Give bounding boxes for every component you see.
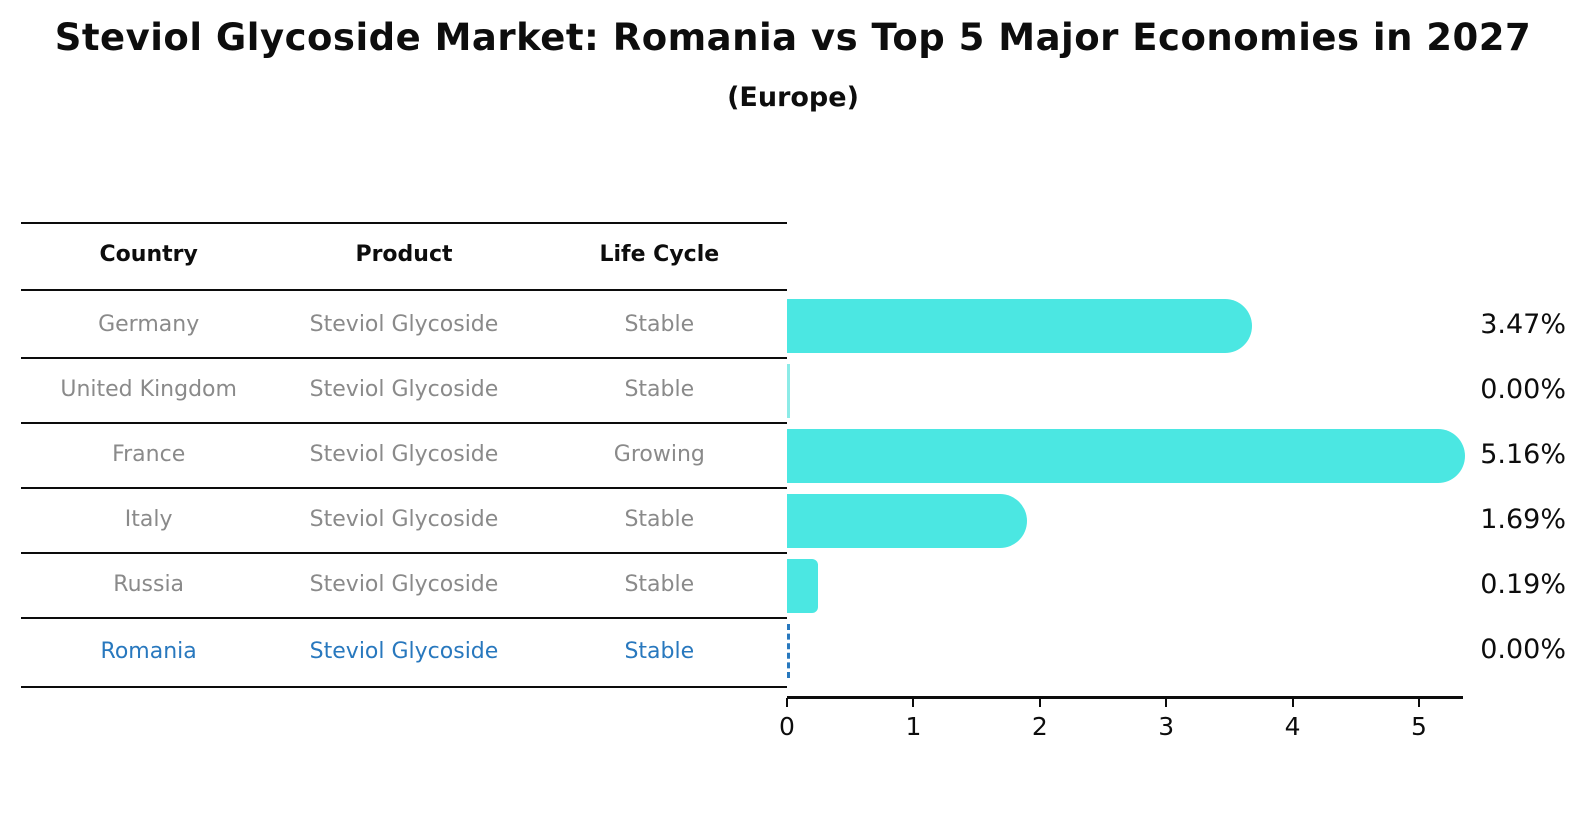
country-cell: Germany bbox=[98, 312, 200, 337]
product-cell: Steviol Glycoside bbox=[309, 639, 499, 664]
bar-france bbox=[787, 429, 1466, 483]
country-cell: France bbox=[112, 442, 186, 467]
value-label-germany: 3.47% bbox=[1480, 309, 1566, 340]
chart-subtitle: (Europe) bbox=[727, 82, 859, 113]
table-row-rule bbox=[21, 357, 787, 359]
product-cell: Steviol Glycoside bbox=[309, 312, 499, 337]
column-header-life-cycle: Life Cycle bbox=[599, 242, 720, 267]
value-label-united-kingdom: 0.00% bbox=[1480, 374, 1566, 405]
value-label-france: 5.16% bbox=[1480, 439, 1566, 470]
country-cell: Romania bbox=[100, 639, 197, 664]
table-row-rule bbox=[21, 617, 787, 619]
table-bottom-rule bbox=[21, 686, 787, 688]
table-row-france: France Steviol Glycoside Growing bbox=[21, 442, 787, 467]
bar-italy bbox=[787, 494, 1027, 548]
product-cell: Steviol Glycoside bbox=[309, 572, 499, 597]
romania-zero-dashed-line bbox=[787, 624, 790, 678]
value-label-italy: 1.69% bbox=[1480, 504, 1566, 535]
x-axis-tick bbox=[1418, 698, 1420, 707]
x-axis-tick bbox=[1291, 698, 1294, 707]
life-cycle-cell: Stable bbox=[624, 572, 695, 597]
x-axis-tick-label: 3 bbox=[1158, 712, 1175, 741]
x-axis-tick-label: 5 bbox=[1411, 712, 1427, 741]
table-row-germany: Germany Steviol Glycoside Stable bbox=[21, 312, 787, 337]
table-row-rule bbox=[21, 552, 787, 554]
country-cell: Russia bbox=[113, 572, 185, 597]
x-axis-tick bbox=[1165, 698, 1168, 707]
life-cycle-cell: Stable bbox=[624, 312, 695, 337]
life-cycle-cell: Stable bbox=[624, 639, 695, 664]
x-axis-line bbox=[787, 696, 1463, 699]
product-cell: Steviol Glycoside bbox=[309, 507, 499, 532]
x-axis-tick-label: 0 bbox=[779, 712, 795, 741]
column-header-product: Product bbox=[355, 242, 453, 267]
country-cell: Italy bbox=[124, 507, 173, 532]
table-row-rule bbox=[21, 422, 787, 424]
bar-germany bbox=[787, 299, 1252, 353]
bar-united-kingdom bbox=[787, 364, 790, 418]
bar-russia bbox=[787, 559, 819, 613]
x-axis-tick-label: 1 bbox=[905, 712, 922, 741]
x-axis-tick bbox=[912, 698, 915, 707]
table-row-united-kingdom: United Kingdom Steviol Glycoside Stable bbox=[21, 377, 787, 402]
life-cycle-cell: Stable bbox=[624, 377, 695, 402]
x-axis-tick-label: 4 bbox=[1284, 712, 1301, 741]
value-label-romania: 0.00% bbox=[1480, 634, 1566, 665]
table-header-rule bbox=[21, 289, 787, 291]
life-cycle-cell: Growing bbox=[613, 442, 705, 467]
x-axis-tick bbox=[1038, 698, 1041, 707]
x-axis-tick bbox=[786, 698, 788, 707]
x-axis-tick-label: 2 bbox=[1031, 712, 1048, 741]
product-cell: Steviol Glycoside bbox=[309, 377, 499, 402]
product-cell: Steviol Glycoside bbox=[309, 442, 499, 467]
table-top-rule bbox=[21, 222, 787, 224]
table-row-rule bbox=[21, 487, 787, 489]
table-row-italy: Italy Steviol Glycoside Stable bbox=[21, 507, 787, 532]
value-label-russia: 0.19% bbox=[1480, 569, 1566, 600]
chart-title: Steviol Glycoside Market: Romania vs Top… bbox=[54, 16, 1532, 59]
country-cell: United Kingdom bbox=[60, 377, 237, 402]
table-header-row: Country Product Life Cycle bbox=[21, 242, 787, 267]
life-cycle-cell: Stable bbox=[624, 507, 695, 532]
table-row-romania: Romania Steviol Glycoside Stable bbox=[21, 639, 787, 664]
table-row-russia: Russia Steviol Glycoside Stable bbox=[21, 572, 787, 597]
column-header-country: Country bbox=[99, 242, 198, 267]
